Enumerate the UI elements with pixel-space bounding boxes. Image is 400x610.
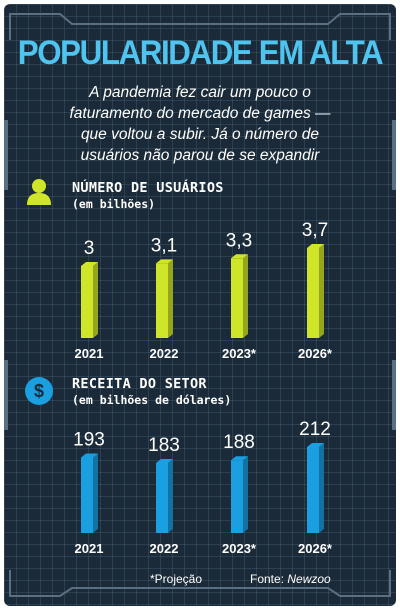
revenue-value-label: 188 [223, 432, 255, 453]
users-year-label: 2026* [298, 346, 333, 361]
svg-text:$: $ [34, 381, 44, 401]
source-label: Fonte: [250, 572, 285, 586]
users-value-label: 3,1 [151, 235, 177, 256]
revenue-year-label: 2022 [150, 541, 179, 556]
revenue-bar-side [243, 456, 248, 533]
users-year-label: 2023* [222, 346, 257, 361]
revenue-chart-subtitle: (em bilhões de dólares) [72, 393, 232, 407]
users-value-label: 3,7 [302, 220, 328, 241]
infographic-panel [4, 4, 396, 606]
users-bar-front [81, 266, 93, 338]
revenue-bar-3 [307, 443, 324, 533]
revenue-bar-top [81, 453, 98, 458]
users-bar-front [156, 263, 168, 338]
revenue-bar-top [307, 443, 324, 447]
revenue-bar-0 [81, 453, 98, 533]
subtitle-line: faturamento do mercado de games — [69, 105, 331, 122]
users-bar-1 [156, 259, 173, 338]
revenue-bar-front [231, 460, 243, 533]
revenue-bar-1 [156, 459, 173, 533]
users-bar-top [81, 262, 98, 266]
subtitle-line: que voltou a subir. Já o número de [80, 126, 320, 143]
revenue-bar-side [319, 443, 324, 533]
revenue-bar-top [231, 456, 248, 461]
users-bar-side [168, 259, 173, 338]
users-chart-title: NÚMERO DE USUÁRIOS [72, 180, 224, 196]
users-bar-side [93, 262, 98, 338]
users-bar-0 [81, 262, 98, 338]
subtitle-line: A pandemia fez cair um pouco o [89, 84, 311, 101]
source-name: Newzoo [287, 572, 331, 586]
users-bar-front [231, 258, 243, 338]
dollar-icon: $ [25, 377, 53, 405]
users-value-label: 3,3 [226, 230, 252, 251]
revenue-bar-side [168, 459, 173, 533]
revenue-bar-front [81, 457, 93, 533]
users-bar-top [307, 244, 324, 248]
users-bar-side [243, 254, 248, 338]
revenue-bar-front [307, 447, 319, 533]
users-bar-top [156, 259, 173, 264]
users-bar-top [231, 254, 248, 259]
users-bar-3 [307, 244, 324, 338]
page-subtitle: A pandemia fez cair um pouco o faturamen… [30, 82, 370, 166]
revenue-value-label: 183 [148, 435, 180, 456]
revenue-bar-2 [231, 456, 248, 533]
revenue-value-label: 193 [73, 429, 105, 450]
revenue-year-label: 2021 [75, 541, 104, 556]
revenue-value-label: 212 [299, 419, 331, 440]
users-chart-subtitle: (em bilhões) [72, 197, 156, 211]
revenue-bar-top [156, 459, 173, 463]
projection-note: *Projeção [150, 572, 203, 586]
users-bar-front [307, 248, 319, 338]
source-credit: Fonte: Newzoo [250, 572, 331, 586]
users-bar-2 [231, 254, 248, 338]
users-year-label: 2022 [150, 346, 179, 361]
revenue-bar-chart: 193 2021 183 2022 188 2023* 212 2026* [73, 419, 333, 556]
revenue-bar-front [156, 463, 168, 533]
page-title: POPULARIDADE EM ALTA [17, 34, 384, 72]
revenue-chart-title: RECEITA DO SETOR [72, 376, 207, 392]
users-bar-side [319, 244, 324, 338]
revenue-bar-side [93, 453, 98, 533]
users-bar-chart: 3 2021 3,1 2022 3,3 2023* 3,7 2026* [75, 220, 333, 361]
revenue-year-label: 2023* [222, 541, 257, 556]
user-icon [27, 179, 51, 205]
users-value-label: 3 [84, 238, 95, 259]
subtitle-line: usuários não parou de se expandir [80, 147, 320, 164]
revenue-year-label: 2026* [298, 541, 333, 556]
users-year-label: 2021 [75, 346, 104, 361]
